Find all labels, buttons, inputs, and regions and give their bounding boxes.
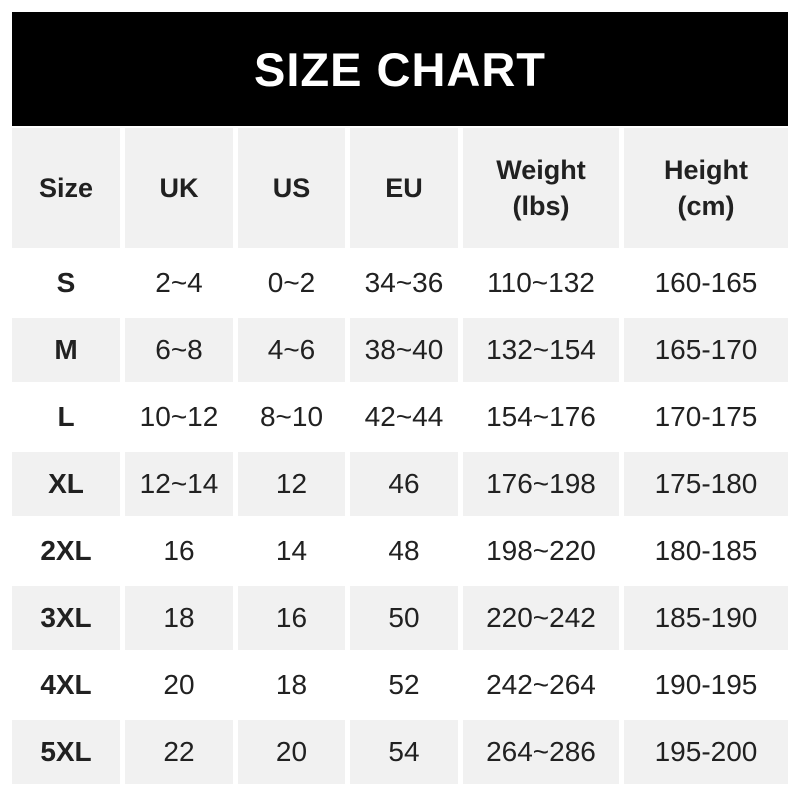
cell-weight: 110~132 [463,251,619,315]
cell-us: 16 [238,586,345,650]
cell-eu: 50 [350,586,458,650]
cell-size: 4XL [12,653,120,717]
cell-eu: 46 [350,452,458,516]
cell-size: M [12,318,120,382]
cell-weight: 242~264 [463,653,619,717]
cell-height: 165-170 [624,318,788,382]
cell-us: 4~6 [238,318,345,382]
cell-size: 3XL [12,586,120,650]
cell-height: 195-200 [624,720,788,784]
table-header-row: Size UK US EU Weight (lbs) Height (cm) [12,128,788,248]
cell-height: 190-195 [624,653,788,717]
cell-us: 12 [238,452,345,516]
cell-uk: 22 [125,720,233,784]
table-row-3xl: 3XL 18 16 50 220~242 185-190 [12,586,788,650]
header-height-line1: Height [664,154,748,185]
cell-height: 160-165 [624,251,788,315]
cell-us: 8~10 [238,385,345,449]
table-row-4xl: 4XL 20 18 52 242~264 190-195 [12,653,788,717]
cell-uk: 12~14 [125,452,233,516]
cell-height: 170-175 [624,385,788,449]
cell-us: 0~2 [238,251,345,315]
table-row-2xl: 2XL 16 14 48 198~220 180-185 [12,519,788,583]
table-row-xl: XL 12~14 12 46 176~198 175-180 [12,452,788,516]
table-row-s: S 2~4 0~2 34~36 110~132 160-165 [12,251,788,315]
header-cell-weight: Weight (lbs) [463,128,619,248]
table-row-l: L 10~12 8~10 42~44 154~176 170-175 [12,385,788,449]
header-cell-eu: EU [350,128,458,248]
title-banner: SIZE CHART [12,12,788,126]
cell-uk: 20 [125,653,233,717]
cell-size: 2XL [12,519,120,583]
cell-weight: 176~198 [463,452,619,516]
cell-uk: 2~4 [125,251,233,315]
header-weight-line2: (lbs) [512,191,570,221]
header-weight-line1: Weight [496,154,586,185]
cell-weight: 154~176 [463,385,619,449]
cell-height: 180-185 [624,519,788,583]
cell-size: 5XL [12,720,120,784]
cell-height: 175-180 [624,452,788,516]
header-cell-uk: UK [125,128,233,248]
cell-weight: 198~220 [463,519,619,583]
cell-us: 18 [238,653,345,717]
cell-weight: 264~286 [463,720,619,784]
cell-size: L [12,385,120,449]
cell-uk: 10~12 [125,385,233,449]
cell-height: 185-190 [624,586,788,650]
cell-us: 14 [238,519,345,583]
cell-eu: 38~40 [350,318,458,382]
cell-eu: 34~36 [350,251,458,315]
page-title: SIZE CHART [254,42,546,96]
header-cell-size: Size [12,128,120,248]
cell-uk: 6~8 [125,318,233,382]
size-chart-table: Size UK US EU Weight (lbs) Height (cm) S… [12,128,788,784]
cell-us: 20 [238,720,345,784]
cell-size: S [12,251,120,315]
header-cell-us: US [238,128,345,248]
cell-eu: 48 [350,519,458,583]
header-height-line2: (cm) [677,191,735,221]
cell-eu: 52 [350,653,458,717]
table-row-m: M 6~8 4~6 38~40 132~154 165-170 [12,318,788,382]
cell-size: XL [12,452,120,516]
header-cell-height: Height (cm) [624,128,788,248]
cell-uk: 16 [125,519,233,583]
cell-weight: 132~154 [463,318,619,382]
cell-weight: 220~242 [463,586,619,650]
cell-eu: 42~44 [350,385,458,449]
cell-uk: 18 [125,586,233,650]
cell-eu: 54 [350,720,458,784]
table-row-5xl: 5XL 22 20 54 264~286 195-200 [12,720,788,784]
